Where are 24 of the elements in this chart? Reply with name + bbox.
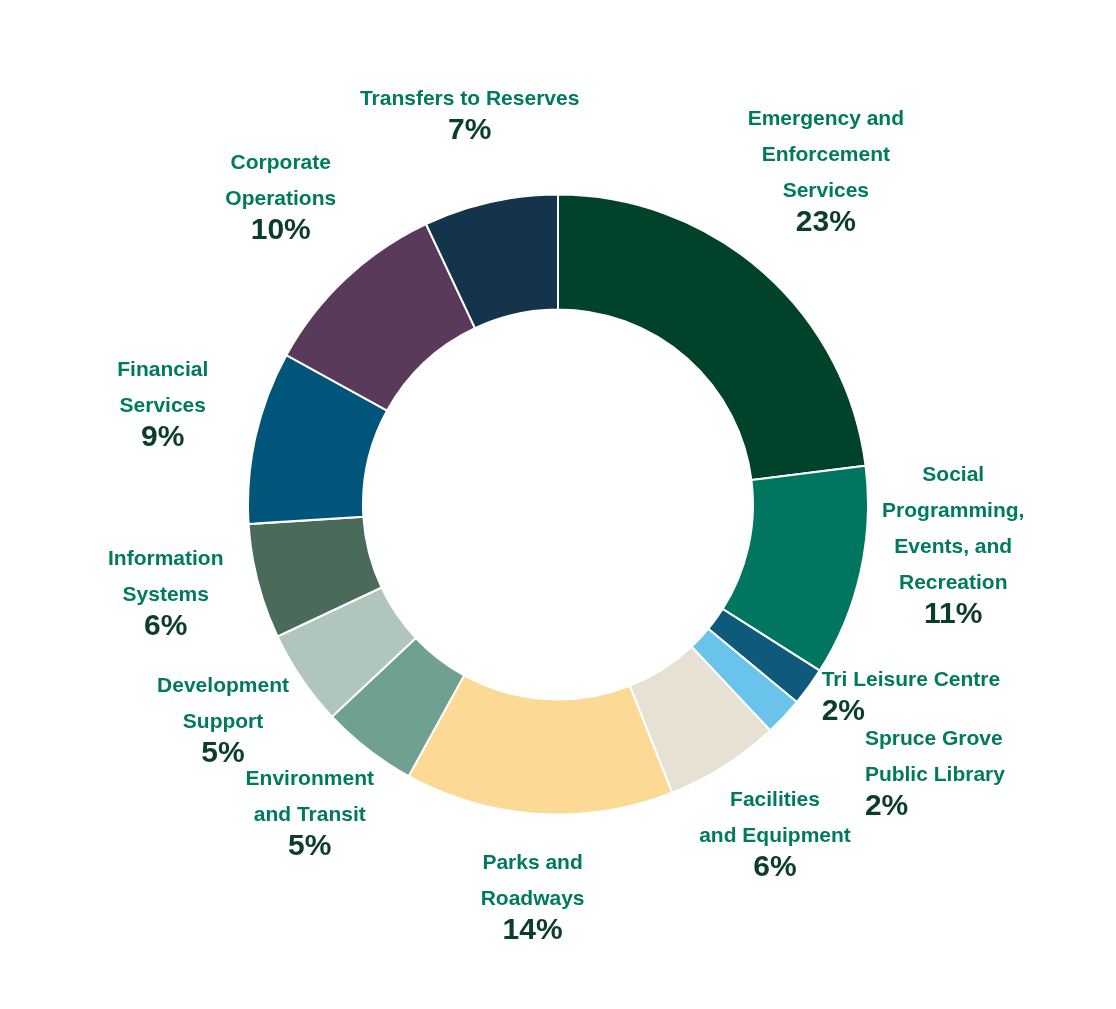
data-label: 5% [288,827,332,861]
category-label: Emergency and Enforcement Services [747,105,905,201]
data-label: 6% [753,849,797,883]
data-label: 5% [201,735,245,769]
category-label: Corporate Operations [225,150,337,210]
data-label: 11% [924,595,983,629]
category-label: Financial Services [117,357,209,417]
data-label: 23% [795,203,856,237]
data-label: 9% [141,419,185,453]
data-label: 14% [502,911,563,945]
category-label: Development Support [157,673,289,733]
data-label: 6% [144,608,188,642]
category-label: Information Systems [107,546,224,606]
data-label: 7% [447,112,492,146]
category-label: Parks and Roadways [480,849,585,909]
category-label: Social Programming, Events, and Recreation [882,461,1025,593]
slice-label: Spruce Grove Public Library [864,726,1006,786]
slice-label: Transfers to Reserves [359,86,580,110]
category-label: Facilities and Equipment [699,787,851,847]
data-label: 10% [250,212,311,246]
slice-label: Tri Leisure Centre [821,667,1001,691]
data-label: 2% [821,693,866,727]
data-label: 2% [864,788,909,822]
category-label: Environment and Transit [245,765,374,825]
